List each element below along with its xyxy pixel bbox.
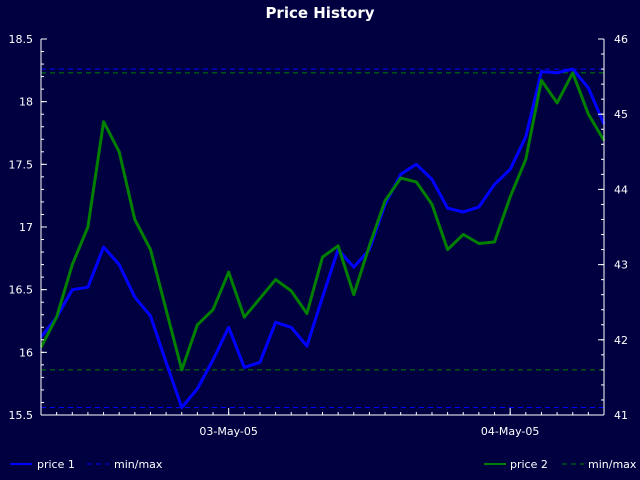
chart-title: Price History <box>265 4 374 22</box>
left-tick-label: 17.5 <box>9 158 34 171</box>
left-tick-label: 17 <box>19 221 33 234</box>
axes: 15.5 16 16.5 17 17.5 18 18.5 41 42 43 44 45 46 03-M… <box>9 33 629 438</box>
left-axis: 15.5 16 16.5 17 17.5 18 18.5 <box>9 33 47 422</box>
left-tick-label: 16 <box>19 346 33 359</box>
plot-background <box>41 39 604 415</box>
x-tick-label: 03-May-05 <box>199 425 257 438</box>
x-tick-label: 04-May-05 <box>481 425 539 438</box>
left-tick-label: 16.5 <box>9 284 34 297</box>
right-axis: 41 42 43 44 45 46 <box>598 33 628 422</box>
legend-label-price-1: price 1 <box>37 458 75 471</box>
right-tick-label: 43 <box>614 259 628 272</box>
series-line-price-1 <box>39 67 606 409</box>
legend-label-price-2: price 2 <box>510 458 548 471</box>
right-tick-label: 44 <box>614 183 628 196</box>
legend-label-min-max-1: min/max <box>114 458 163 471</box>
series-line-price-2 <box>39 71 606 372</box>
x-axis: 03-May-05 04-May-05 <box>40 408 605 438</box>
series-lines <box>39 67 606 409</box>
left-tick-label: 18.5 <box>9 33 34 46</box>
right-tick-label: 41 <box>614 409 628 422</box>
reference-lines <box>41 68 604 408</box>
right-tick-label: 46 <box>614 33 628 46</box>
plot-area <box>41 39 604 415</box>
right-tick-label: 45 <box>614 108 628 121</box>
legend: price 1 min/max price 2 min/max <box>10 458 637 471</box>
right-tick-label: 42 <box>614 334 628 347</box>
legend-label-min-max-2: min/max <box>588 458 637 471</box>
left-tick-label: 15.5 <box>9 409 34 422</box>
left-tick-label: 18 <box>19 96 33 109</box>
